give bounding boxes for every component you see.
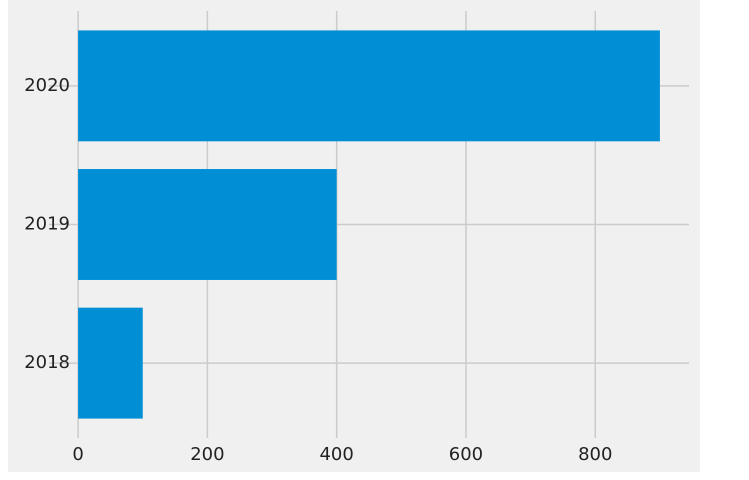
bar (78, 30, 660, 142)
bar (78, 169, 337, 280)
x-tick-label: 800 (578, 444, 612, 465)
x-tick-label: 600 (449, 444, 483, 465)
y-tick-label: 2019 (24, 214, 70, 235)
y-tick-label: 2020 (24, 75, 70, 96)
x-tick-label: 400 (319, 444, 353, 465)
x-tick-label: 200 (190, 444, 224, 465)
x-tick-label: 0 (72, 444, 83, 465)
y-tick-label: 2018 (24, 352, 70, 373)
bar (78, 307, 143, 419)
